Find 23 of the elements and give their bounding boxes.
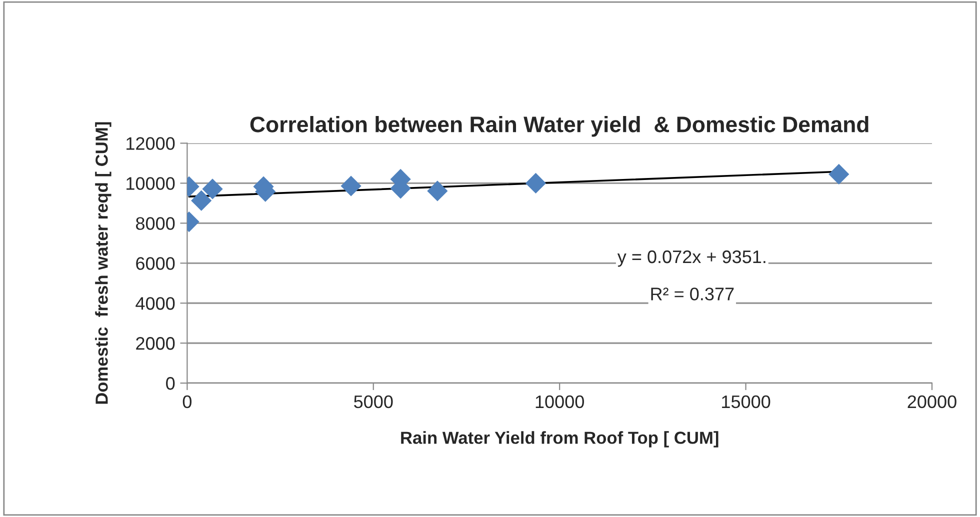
chart-title: Correlation between Rain Water yield & Domestic Demand	[250, 116, 868, 137]
y-tick-label: 6000	[136, 257, 175, 270]
y-tick-label: 12000	[126, 137, 175, 150]
annotation: R² = 0.377	[651, 288, 734, 300]
x-tick-label: 15000	[722, 395, 770, 408]
x-tick-label: 20000	[908, 395, 956, 408]
x-tick-label: 10000	[536, 395, 584, 408]
point	[202, 178, 223, 200]
point	[828, 164, 850, 184]
point	[427, 180, 448, 202]
y-tick-label: 4000	[136, 297, 175, 310]
x-axis-title: Rain Water Yield from Roof Top [ CUM]	[401, 431, 718, 448]
x-tick-label: 0	[182, 395, 192, 408]
y-axis-title: Domestic fresh water reqd [ CUM]	[95, 122, 112, 404]
point	[525, 172, 546, 194]
point	[340, 176, 362, 196]
y-tick-label: 10000	[126, 177, 175, 190]
x-tick-label: 5000	[354, 395, 393, 408]
annotation: y = 0.072x + 9351.	[617, 250, 766, 267]
y-tick-label: 8000	[136, 217, 175, 230]
y-tick-label: 2000	[136, 337, 175, 350]
point	[191, 190, 212, 211]
y-tick-label: 0	[166, 377, 175, 390]
